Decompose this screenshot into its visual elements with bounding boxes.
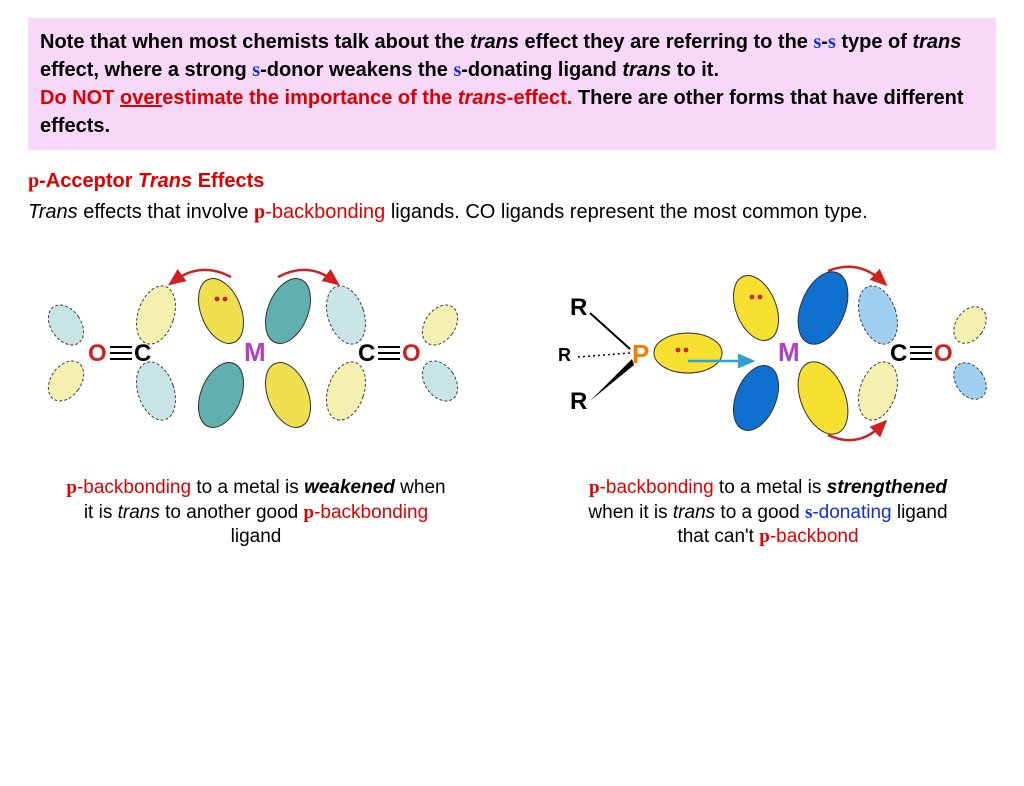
diagram-right: R R R P M C O: [538, 253, 998, 458]
atom-r: R: [570, 388, 587, 415]
trans-word: trans: [118, 502, 160, 523]
text: -donating ligand: [461, 59, 622, 81]
orbital-svg-left: O C M C O: [26, 253, 486, 443]
text: effect they are referring to the: [519, 31, 814, 53]
text: -backbonding: [77, 477, 191, 498]
atom-c: C: [890, 340, 907, 367]
text: -backbond: [770, 526, 859, 547]
trans-word: trans: [912, 31, 961, 53]
section-title: p-Acceptor Trans Effects: [28, 170, 996, 193]
atom-r: R: [558, 345, 571, 365]
note-line2: Do NOT overestimate the importance of th…: [40, 84, 984, 140]
trans-word: trans: [458, 87, 507, 109]
trans-word: Trans: [138, 170, 192, 192]
text: -Acceptor: [39, 170, 138, 192]
atom-m: M: [778, 337, 800, 367]
sigma: s: [828, 31, 836, 53]
caption-left: p-backbonding to a metal is weakened whe…: [66, 476, 446, 550]
text: -effect.: [507, 87, 573, 109]
atom-p: P: [632, 339, 649, 369]
text: estimate the importance of the: [162, 87, 458, 109]
text: ligands. CO ligands represent the most c…: [385, 201, 867, 223]
atom-r: R: [570, 294, 587, 321]
do-not: Do NOT: [40, 87, 120, 109]
pi: p: [66, 477, 77, 498]
text: to a good: [715, 502, 805, 523]
pi: p: [759, 526, 770, 547]
text: Effects: [192, 170, 264, 192]
atom-m: M: [244, 337, 266, 367]
atom-c: C: [358, 340, 375, 367]
text: to a metal is: [191, 477, 304, 498]
text: to it.: [671, 59, 719, 81]
trans-word: Trans: [28, 201, 78, 223]
text: to a metal is: [714, 477, 827, 498]
text: effects that involve: [78, 201, 254, 223]
text: to another good: [160, 502, 304, 523]
text: -donating: [812, 502, 891, 523]
over-word: over: [120, 87, 162, 109]
text: -backbonding: [314, 502, 428, 523]
trans-word: trans: [622, 59, 671, 81]
trans-word: trans: [470, 31, 519, 53]
orbital-svg-right: R R R P M C O: [538, 253, 998, 453]
text: Note that when most chemists talk about …: [40, 31, 470, 53]
text: effect, where a strong: [40, 59, 252, 81]
atom-o: O: [402, 340, 421, 367]
pi: p: [254, 201, 265, 223]
caption-right: p-backbonding to a metal is strengthened…: [578, 476, 958, 550]
diagram-left: O C M C O: [26, 253, 486, 458]
pi: p: [589, 477, 600, 498]
section-body: Trans effects that involve p-backbonding…: [28, 199, 996, 225]
sigma: s: [252, 59, 260, 81]
caption-row: p-backbonding to a metal is weakened whe…: [0, 476, 1024, 550]
pi: p: [28, 170, 39, 192]
dash: -: [821, 31, 828, 53]
note-box: Note that when most chemists talk about …: [28, 18, 996, 150]
atom-o: O: [88, 340, 107, 367]
text: -backbonding: [600, 477, 714, 498]
text: type of: [836, 31, 913, 53]
trans-word: trans: [673, 502, 715, 523]
text: when it is: [588, 502, 672, 523]
pi: p: [304, 502, 315, 523]
note-line1: Note that when most chemists talk about …: [40, 28, 984, 84]
atom-o: O: [934, 340, 953, 367]
text: -donor weakens the: [260, 59, 453, 81]
text: ligand: [231, 526, 282, 547]
strengthened: strengthened: [827, 477, 947, 498]
weakened: weakened: [304, 477, 395, 498]
backbonding: -backbonding: [265, 201, 385, 223]
diagram-row: O C M C O: [0, 253, 1024, 458]
